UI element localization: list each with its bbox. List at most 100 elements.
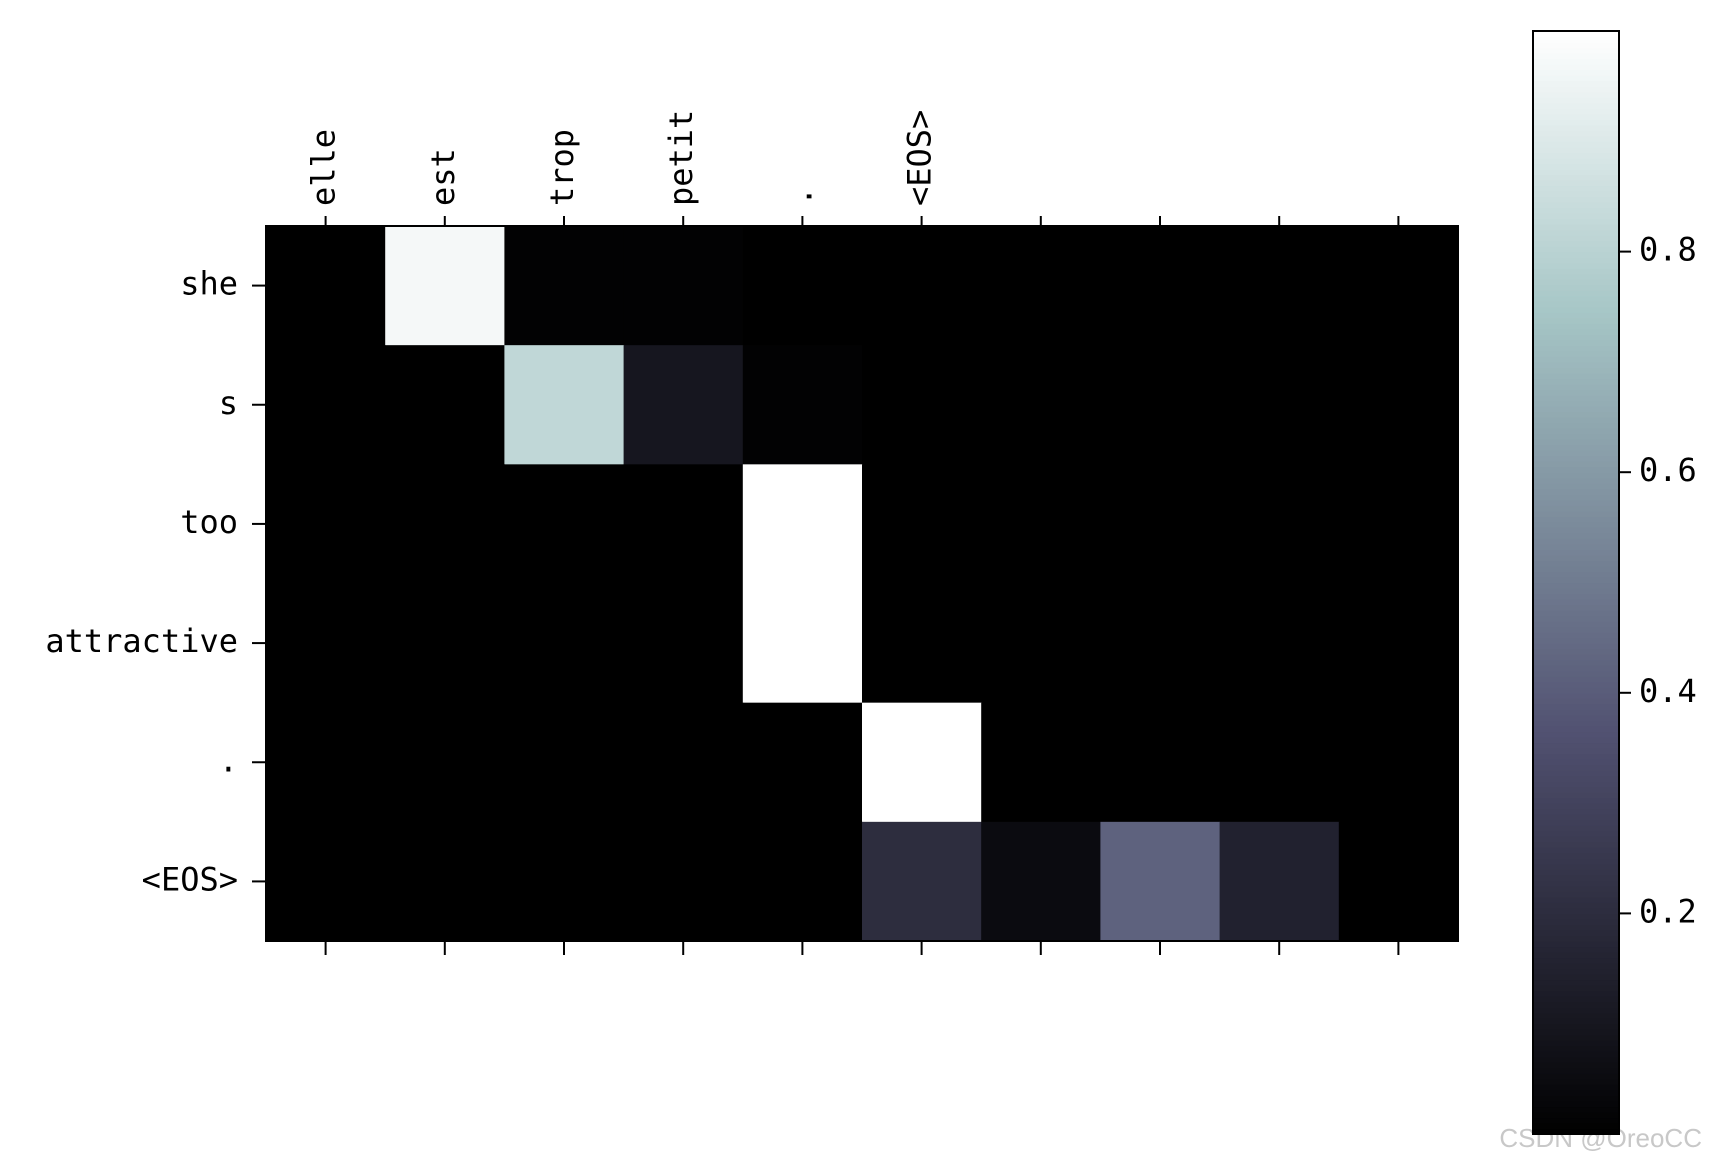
colorbar-step [1533, 560, 1619, 567]
colorbar-step [1533, 80, 1619, 87]
colorbar-step [1533, 224, 1619, 231]
colorbar-step [1533, 455, 1619, 462]
heatmap-cell [623, 226, 744, 346]
heatmap-cell [504, 702, 625, 823]
colorbar-step [1533, 825, 1619, 832]
colorbar-step [1533, 505, 1619, 512]
colorbar-step [1533, 648, 1619, 655]
colorbar-step [1533, 852, 1619, 859]
colorbar-step [1533, 968, 1619, 975]
colorbar-step [1533, 345, 1619, 352]
colorbar-step [1533, 571, 1619, 578]
heatmap-cell [862, 583, 982, 704]
x-tick-label: <EOS> [901, 110, 939, 206]
colorbar-step [1533, 124, 1619, 131]
colorbar-step [1533, 543, 1619, 551]
heatmap-cell [385, 821, 505, 942]
heatmap-cell [742, 821, 863, 942]
heatmap-cell [623, 821, 744, 942]
colorbar-step [1533, 940, 1619, 948]
heatmap-cell [385, 583, 505, 704]
colorbar-step [1533, 58, 1619, 65]
heatmap-cell [385, 345, 505, 465]
colorbar-step [1533, 549, 1619, 556]
heatmap-cell [1100, 464, 1221, 584]
colorbar-step [1533, 599, 1619, 606]
colorbar-step [1533, 1062, 1619, 1069]
colorbar-step [1533, 119, 1619, 126]
colorbar-step [1533, 229, 1619, 236]
colorbar-step [1533, 1095, 1619, 1102]
colorbar-step [1533, 246, 1619, 253]
heatmap-cell [623, 464, 744, 584]
colorbar-step [1533, 97, 1619, 104]
heatmap-cell [1100, 345, 1221, 465]
colorbar-step [1533, 1056, 1619, 1063]
y-tick-label: too [180, 503, 238, 541]
heatmap-cell [981, 702, 1101, 823]
colorbar-step [1533, 400, 1619, 407]
colorbar-step [1533, 146, 1619, 153]
colorbar-step [1533, 273, 1619, 280]
heatmap-cell [981, 583, 1101, 704]
colorbar-step [1533, 764, 1619, 771]
colorbar-step [1533, 1084, 1619, 1091]
heatmap-cell [981, 464, 1101, 584]
colorbar-step [1533, 69, 1619, 76]
colorbar-step [1533, 957, 1619, 964]
colorbar-step [1533, 1067, 1619, 1074]
x-tick-label: elle [305, 129, 343, 206]
x-tick-label: petit [662, 110, 700, 206]
colorbar-step [1533, 190, 1619, 198]
colorbar-step [1533, 31, 1619, 38]
heatmap-cell [623, 583, 744, 704]
heatmap-cell [504, 464, 625, 584]
colorbar-step [1533, 604, 1619, 611]
colorbar-step [1533, 963, 1619, 970]
colorbar-step [1533, 659, 1619, 666]
colorbar-step [1533, 323, 1619, 330]
colorbar-step [1533, 582, 1619, 589]
colorbar-step [1533, 235, 1619, 242]
colorbar-step [1533, 461, 1619, 468]
colorbar-step [1533, 758, 1619, 766]
heatmap-cell [1219, 226, 1340, 346]
colorbar-step [1533, 736, 1619, 744]
colorbar-step [1533, 676, 1619, 683]
heatmap-cell [1338, 345, 1459, 465]
colorbar-step [1533, 742, 1619, 749]
colorbar-step [1533, 1078, 1619, 1085]
colorbar-step [1533, 725, 1619, 733]
colorbar-step [1533, 339, 1619, 346]
colorbar-step [1533, 383, 1619, 391]
colorbar-step [1533, 1012, 1619, 1019]
colorbar-step [1533, 803, 1619, 810]
colorbar-step [1533, 874, 1619, 881]
colorbar-step [1533, 422, 1619, 429]
colorbar-step [1533, 75, 1619, 82]
heatmap-cell [742, 702, 863, 823]
colorbar-step [1533, 130, 1619, 137]
colorbar-step [1533, 450, 1619, 457]
heatmap-cell [385, 226, 505, 346]
heatmap-cell [862, 821, 982, 942]
colorbar-step [1533, 538, 1619, 545]
colorbar-step [1533, 880, 1619, 887]
y-tick-label: <EOS> [142, 860, 238, 898]
colorbar-step [1533, 1007, 1619, 1014]
colorbar-step [1533, 626, 1619, 633]
heatmap-cell [742, 226, 863, 346]
colorbar-step [1533, 720, 1619, 727]
colorbar-step [1533, 113, 1619, 120]
colorbar-step [1533, 290, 1619, 297]
heatmap-cell [862, 702, 982, 823]
colorbar-step [1533, 141, 1619, 148]
colorbar-step [1533, 1045, 1619, 1052]
colorbar-step [1533, 521, 1619, 528]
colorbar [1533, 31, 1619, 1135]
colorbar-step [1533, 1122, 1619, 1130]
colorbar-step [1533, 836, 1619, 843]
heatmap-cell [1338, 702, 1459, 823]
heatmap-cell [862, 345, 982, 465]
